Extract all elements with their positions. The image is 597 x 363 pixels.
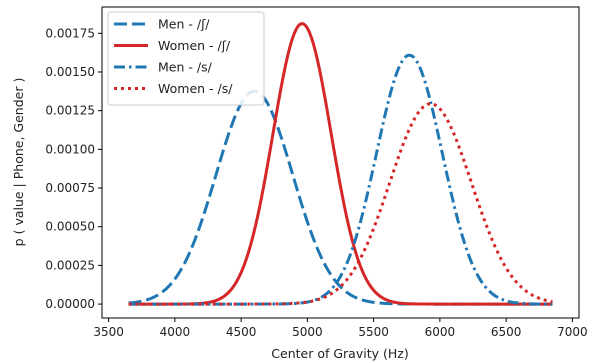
y-tick-label: 0.00075 bbox=[45, 181, 95, 195]
y-tick-label: 0.00025 bbox=[45, 258, 95, 272]
x-tick-label: 6500 bbox=[491, 325, 522, 339]
legend-label-3: Men - /s/ bbox=[158, 60, 213, 75]
y-axis-label: p ( value | Phone, Gender ) bbox=[11, 78, 26, 247]
x-tick-label: 5500 bbox=[358, 325, 389, 339]
legend-label-4: Women - /s/ bbox=[158, 81, 233, 96]
x-tick-label: 5000 bbox=[292, 325, 323, 339]
x-tick-label: 4000 bbox=[160, 325, 191, 339]
x-tick-label: 3500 bbox=[93, 325, 124, 339]
x-tick-label: 7000 bbox=[557, 325, 588, 339]
y-tick-label: 0.00100 bbox=[45, 142, 95, 156]
legend-frame bbox=[107, 11, 265, 106]
series-line-1 bbox=[128, 89, 553, 306]
series-line-4 bbox=[128, 102, 553, 306]
y-tick-label: 0.00125 bbox=[45, 104, 95, 118]
plot-frame bbox=[101, 6, 580, 319]
x-tick-label: 4500 bbox=[226, 325, 257, 339]
legend-label-1: Men - /ʃ/ bbox=[158, 17, 210, 32]
legend: Men - /ʃ/Women - /ʃ/Men - /s/Women - /s/ bbox=[107, 11, 265, 106]
y-tick-label: 0.00150 bbox=[45, 65, 95, 79]
legend-label-2: Women - /ʃ/ bbox=[158, 38, 231, 53]
curve-layer bbox=[128, 22, 553, 306]
y-axis: 0.00000 0.00025 0.00050 0.00075 0.00100 0.001… bbox=[45, 26, 102, 311]
x-tick-label: 6000 bbox=[425, 325, 456, 339]
y-tick-label: 0.00050 bbox=[45, 220, 95, 234]
y-tick-label: 0.00000 bbox=[45, 297, 95, 311]
x-axis-label: Center of Gravity (Hz) bbox=[271, 346, 408, 361]
y-tick-label: 0.00175 bbox=[45, 26, 95, 40]
x-axis: 3500 4000 4500 5000 5500 6000 6500 7000 bbox=[93, 318, 588, 339]
